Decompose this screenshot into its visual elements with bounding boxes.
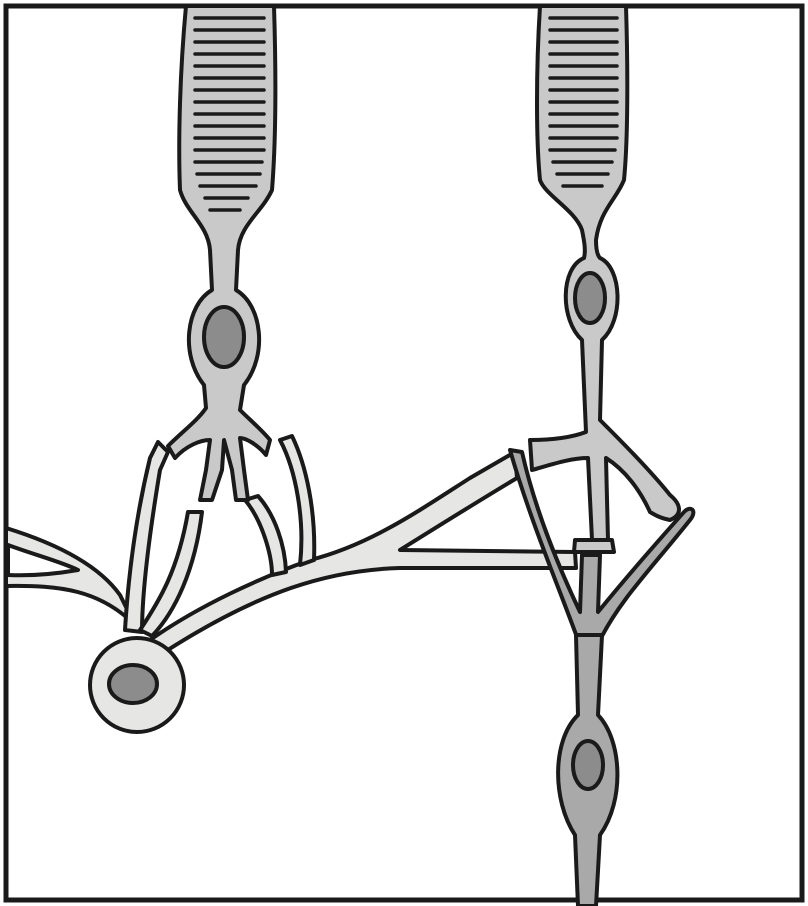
horizontal-cell-dendrite-3 [243,494,288,577]
horizontal-cell-left-process-inner [6,543,80,578]
diagram-frame [3,3,805,903]
photoreceptor-left [166,4,278,502]
photoreceptor-right-nucleus [573,271,607,325]
bipolar-cell [508,448,696,906]
photoreceptor-right-discs [548,16,619,188]
photoreceptor-left-body [166,4,278,502]
bipolar-cell-dendrites [508,448,696,642]
horizontal-cell-dendrite-4 [278,434,317,567]
horizontal-cell-dendrite-2 [138,510,204,638]
photoreceptor-right [528,4,681,554]
photoreceptor-right-terminal [572,538,616,554]
bipolar-cell-nucleus [571,739,605,791]
horizontal-cell [4,434,578,734]
horizontal-cell-dendrite-1 [123,440,170,634]
horizontal-cell-nucleus [107,663,159,705]
photoreceptor-left-nucleus [202,305,246,369]
photoreceptor-left-discs [193,16,266,212]
